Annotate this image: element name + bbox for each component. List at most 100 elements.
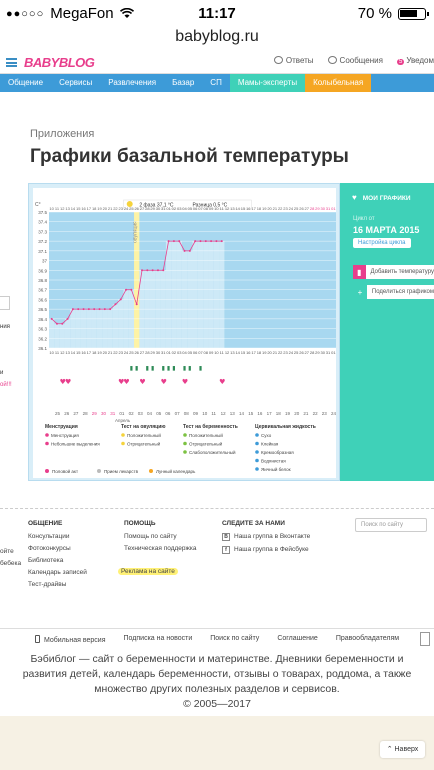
cycle-day-label: 28 xyxy=(145,350,150,355)
peek-text-3[interactable]: ой!!! xyxy=(0,382,12,388)
messages-link[interactable]: Сообщения xyxy=(327,56,383,65)
footer-link[interactable]: Помощь по сайту xyxy=(124,533,177,540)
cycle-day-label: 23 xyxy=(283,350,288,355)
footer-link[interactable]: Техническая поддержка xyxy=(124,545,197,552)
calendar-day-label: 19 xyxy=(285,411,291,416)
cycle-day-label: 29 xyxy=(150,350,155,355)
fluid-marker: ▮ xyxy=(172,365,175,372)
url-bar[interactable]: babyblog.ru xyxy=(175,28,259,45)
heart-icon: ♥ xyxy=(352,193,357,202)
cycle-day-label: 24 xyxy=(124,350,129,355)
calendar-day-label: 29 xyxy=(92,411,98,416)
y-tick-label: 37.1 xyxy=(38,249,47,254)
calendar-day-label: 08 xyxy=(184,411,190,416)
legend-heading: Менструация xyxy=(45,424,78,430)
top-day-label: 31 xyxy=(326,206,331,211)
top-day-label: 14 xyxy=(235,206,240,211)
nav-item-razvlecheniya[interactable]: Развлечения xyxy=(108,78,157,87)
notifications-link[interactable]: 5 Уведом xyxy=(396,56,434,65)
site-logo[interactable]: BABYBLOG xyxy=(24,55,95,70)
qr-code-icon[interactable] xyxy=(420,632,430,646)
footer-link[interactable]: Консультации xyxy=(28,533,70,540)
cycle-day-label: 14 xyxy=(235,350,240,355)
nav-item-sp[interactable]: СП xyxy=(210,78,222,87)
facebook-group-link[interactable]: f Наша группа в Фейсбуке xyxy=(222,546,310,554)
temp-bar xyxy=(165,241,172,348)
temperature-point xyxy=(114,303,117,306)
breadcrumb[interactable]: Приложения xyxy=(30,128,95,140)
advertising-link[interactable]: Реклама на сайте xyxy=(118,568,196,575)
legend-heading: Тест на беременность xyxy=(183,423,238,430)
footer-link[interactable]: Библиотека xyxy=(28,557,64,564)
legend-label: Менструация xyxy=(51,433,79,438)
footer-peek-2[interactable]: бебека xyxy=(0,560,22,567)
footer-link[interactable]: Тест-драйвы xyxy=(28,581,67,588)
top-day-label: 21 xyxy=(273,206,278,211)
menu-icon[interactable] xyxy=(6,58,17,67)
top-day-label: 19 xyxy=(262,206,267,211)
cycle-day-label: 24 xyxy=(289,350,294,355)
cycle-day-label: 01 xyxy=(331,350,336,355)
calendar-day-label: 12 xyxy=(221,411,227,416)
newsletter-link[interactable]: Подписка на новости xyxy=(123,635,193,642)
nav-item-experts[interactable]: Мамы-эксперты xyxy=(229,74,306,92)
nav-item-lullaby[interactable]: Колыбельная xyxy=(305,74,372,92)
legend-heading: Цервикальная жидкость xyxy=(255,424,316,430)
site-search-link[interactable]: Поиск по сайту xyxy=(210,635,260,642)
temp-bar xyxy=(171,241,177,348)
y-tick-label: 37.5 xyxy=(38,210,47,215)
calendar-day-label: 23 xyxy=(322,411,328,416)
peek-text-1: ния xyxy=(0,324,10,330)
temperature-point xyxy=(77,308,80,311)
mobile-version-link[interactable]: Мобильная версия xyxy=(34,635,106,646)
vk-group-link[interactable]: В Наша группа в Вконтакте xyxy=(222,533,310,541)
cycle-day-label: 14 xyxy=(71,350,76,355)
nav-item-servisy[interactable]: Сервисы xyxy=(59,78,93,87)
top-day-label: 22 xyxy=(113,206,118,211)
footer-divider xyxy=(0,508,434,509)
copyright-holders-link[interactable]: Правообладателям xyxy=(335,635,400,642)
scroll-top-button[interactable]: ⌃ Наверх xyxy=(380,741,425,758)
agreement-link[interactable]: Соглашение xyxy=(277,635,318,642)
footer-link[interactable]: Календарь записей xyxy=(28,569,87,576)
temperature-point xyxy=(71,308,74,311)
calendar-day-label: 06 xyxy=(165,411,171,416)
cycle-day-label: 06 xyxy=(193,350,198,355)
nav-item-bazar[interactable]: Базар xyxy=(172,78,195,87)
cycle-day-label: 17 xyxy=(251,350,256,355)
calendar-day-label: 10 xyxy=(202,411,208,416)
add-temperature-button[interactable]: ▮ Добавить температуру xyxy=(353,265,434,279)
temperature-point xyxy=(50,317,53,320)
top-day-label: 28 xyxy=(310,206,315,211)
answers-link[interactable]: Ответы xyxy=(273,56,314,65)
y-tick-label: 36.8 xyxy=(38,278,47,283)
top-day-label: 01 xyxy=(331,206,336,211)
cycle-settings-button[interactable]: Настройка цикла xyxy=(353,238,411,248)
temperature-point xyxy=(98,308,101,311)
temperature-point xyxy=(61,322,64,325)
top-day-label: 23 xyxy=(283,206,288,211)
cycle-day-label: 11 xyxy=(220,350,225,355)
legend-label: Половой акт xyxy=(52,468,78,474)
cycle-day-label: 12 xyxy=(60,350,65,355)
top-day-label: 11 xyxy=(55,206,60,211)
cycle-day-label: 18 xyxy=(257,350,262,355)
footer-search-input[interactable]: Поиск по сайту xyxy=(355,518,427,532)
calendar-day-label: 20 xyxy=(294,411,300,416)
legend-marker xyxy=(45,441,49,446)
bottom-banner-area xyxy=(0,716,434,770)
battery-percent: 70 % xyxy=(357,5,392,22)
top-day-label: 12 xyxy=(225,206,230,211)
my-charts-link[interactable]: ♥ МОИ ГРАФИКИ xyxy=(352,193,411,202)
share-chart-button[interactable]: + Поделиться графиком xyxy=(353,285,434,299)
nav-item-obshchenie[interactable]: Общение xyxy=(8,78,44,87)
cycle-day-label: 01 xyxy=(166,350,171,355)
footer-link[interactable]: Фотоконкурсы xyxy=(28,545,71,552)
legend-label: Кремообразная xyxy=(261,450,294,455)
cycle-day-label: 21 xyxy=(108,350,113,355)
top-day-label: 21 xyxy=(108,206,113,211)
cycle-day-label: 10 xyxy=(49,350,54,355)
y-unit-label: C° xyxy=(35,202,41,208)
footer-heading: СЛЕДИТЕ ЗА НАМИ xyxy=(222,520,285,527)
footer-peek-1[interactable]: ойте xyxy=(0,548,14,555)
